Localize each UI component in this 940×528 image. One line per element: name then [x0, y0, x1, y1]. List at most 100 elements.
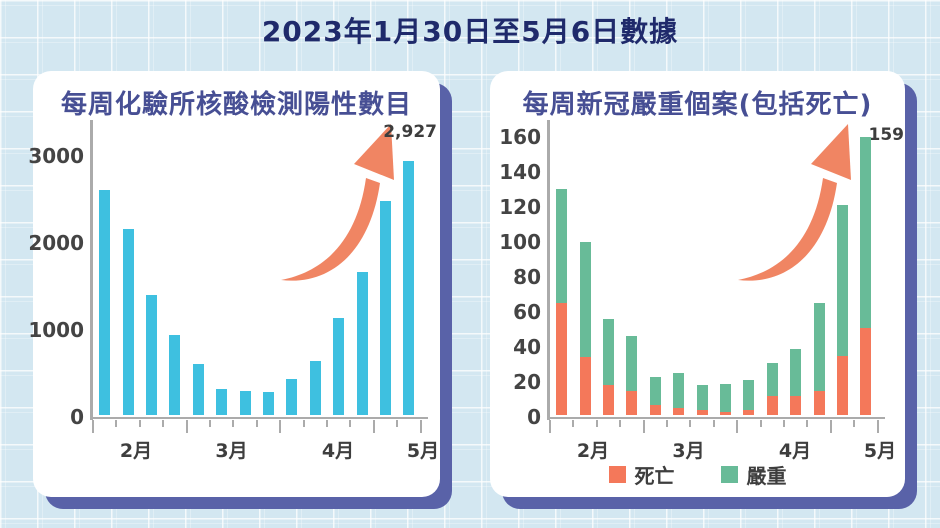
bar-week-8 — [263, 391, 274, 415]
bar-week-13 — [380, 200, 391, 415]
x-axis-line — [547, 416, 885, 419]
x-tick — [326, 420, 328, 427]
bar-segment-死亡-week-2 — [579, 357, 591, 415]
bar-segment-嚴重-week-5 — [649, 376, 661, 405]
y-tick-label: 100 — [499, 229, 541, 254]
bar-segment-死亡-week-4 — [626, 390, 638, 415]
pcr-chart-plot: 2,927 0 1000 2000 3000 2月 3月 4月 5月 — [28, 120, 439, 462]
x-tick — [549, 420, 551, 433]
bar-segment-嚴重-week-9 — [743, 380, 755, 410]
x-tick — [209, 420, 211, 427]
x-tick — [666, 420, 668, 427]
x-tick — [255, 420, 258, 427]
bar-week-9 — [286, 379, 298, 415]
bar-segment-嚴重-week-8 — [720, 383, 731, 412]
bar-segment-死亡-week-3 — [603, 385, 614, 415]
deaths-legend-label: 死亡 — [634, 464, 675, 488]
bar-segment-嚴重-week-13 — [837, 205, 848, 356]
x-tick — [853, 420, 856, 427]
bar-week-3 — [146, 295, 157, 415]
bar-week-2 — [122, 229, 134, 415]
y-tick-label: 0 — [527, 404, 541, 429]
month-label: 5月 — [863, 440, 897, 462]
x-tick — [572, 420, 575, 427]
y-tick-label: 1000 — [28, 317, 84, 342]
x-tick — [279, 420, 282, 433]
x-tick — [138, 420, 141, 427]
y-tick-label: 2000 — [28, 231, 84, 256]
peak-value-label: 159 — [868, 125, 905, 145]
x-tick — [419, 420, 422, 433]
x-axis-line — [90, 416, 428, 419]
legend: 死亡 嚴重 — [490, 460, 905, 489]
x-tick — [232, 420, 235, 427]
growth-arrow-icon — [738, 124, 851, 281]
x-tick — [619, 420, 622, 427]
bar-week-14 — [403, 161, 415, 415]
bar-week-10 — [309, 361, 321, 415]
bar-week-5 — [192, 363, 204, 415]
bar-segment-死亡-week-5 — [649, 404, 661, 415]
pcr-positive-chart-card: 每周化驗所核酸檢測陽性數目 2,927 0 1000 2000 3000 2月 3月 4月 5… — [28, 71, 440, 497]
x-tick — [736, 420, 739, 433]
x-tick — [595, 420, 598, 427]
bar-segment-死亡-week-12 — [813, 390, 825, 415]
x-tick — [349, 420, 352, 427]
bar-segment-嚴重-week-4 — [626, 336, 638, 391]
x-tick — [396, 420, 399, 427]
month-label: 4月 — [778, 440, 812, 462]
bar-segment-嚴重-week-1 — [556, 189, 568, 303]
bar-segment-嚴重-week-3 — [603, 318, 614, 386]
x-tick — [829, 420, 832, 433]
month-label: 2月 — [119, 440, 153, 462]
legend-item-deaths: 死亡 — [608, 460, 675, 489]
x-tick — [92, 420, 94, 433]
x-tick — [115, 420, 118, 427]
y-tick-label: 160 — [499, 124, 541, 149]
bar-segment-死亡-week-9 — [743, 409, 755, 415]
bar-segment-嚴重-week-7 — [696, 385, 708, 410]
pcr-chart-title: 每周化驗所核酸檢測陽性數目 — [60, 90, 412, 120]
peak-value-label: 2,927 — [383, 122, 437, 142]
severe-legend-label: 嚴重 — [746, 464, 787, 488]
x-tick — [759, 420, 762, 427]
y-tick-label: 60 — [513, 299, 541, 324]
y-tick-label: 3000 — [28, 144, 84, 169]
bar-week-11 — [333, 317, 345, 415]
month-label: 4月 — [321, 440, 355, 462]
x-tick — [712, 420, 715, 427]
y-tick-label: 120 — [499, 194, 541, 219]
bar-segment-嚴重-week-6 — [673, 373, 685, 408]
month-label: 3月 — [215, 440, 248, 462]
x-tick — [806, 420, 809, 427]
y-axis-line — [547, 120, 550, 420]
y-tick-label: 20 — [513, 369, 541, 394]
bar-week-1 — [99, 190, 111, 415]
bar-segment-嚴重-week-11 — [790, 348, 802, 396]
legend-item-severe: 嚴重 — [720, 460, 787, 489]
bar-segment-死亡-week-6 — [673, 408, 685, 415]
severe-chart-plot: 159 0 20 40 60 80 100 120 140 160 2月 3月 4月 5月 — [499, 120, 904, 462]
x-tick — [783, 420, 785, 427]
bar-segment-嚴重-week-14 — [860, 136, 872, 328]
bar-segment-死亡-week-8 — [720, 411, 731, 415]
page-title: 2023年1月30日至5月6日數據 — [261, 15, 679, 48]
x-tick — [372, 420, 375, 433]
bar-segment-死亡-week-13 — [837, 355, 848, 415]
y-tick-label: 80 — [513, 264, 541, 289]
y-tick-label: 40 — [513, 334, 541, 359]
month-label: 3月 — [672, 440, 705, 462]
month-label: 5月 — [406, 440, 440, 462]
bar-segment-死亡-week-14 — [860, 327, 872, 415]
severe-chart-title: 每周新冠嚴重個案(包括死亡) — [522, 90, 873, 120]
bar-segment-死亡-week-10 — [766, 395, 778, 415]
x-tick — [642, 420, 645, 433]
bar-segment-嚴重-week-10 — [766, 362, 778, 396]
bar-segment-死亡-week-7 — [696, 409, 708, 415]
severe-swatch-icon — [720, 466, 738, 483]
severe-cases-chart-card: 每周新冠嚴重個案(包括死亡) 159 0 20 40 60 80 100 120 140 160… — [490, 71, 905, 497]
x-tick — [185, 420, 188, 433]
bar-segment-嚴重-week-2 — [579, 241, 591, 358]
bar-segment-死亡-week-11 — [790, 395, 802, 415]
